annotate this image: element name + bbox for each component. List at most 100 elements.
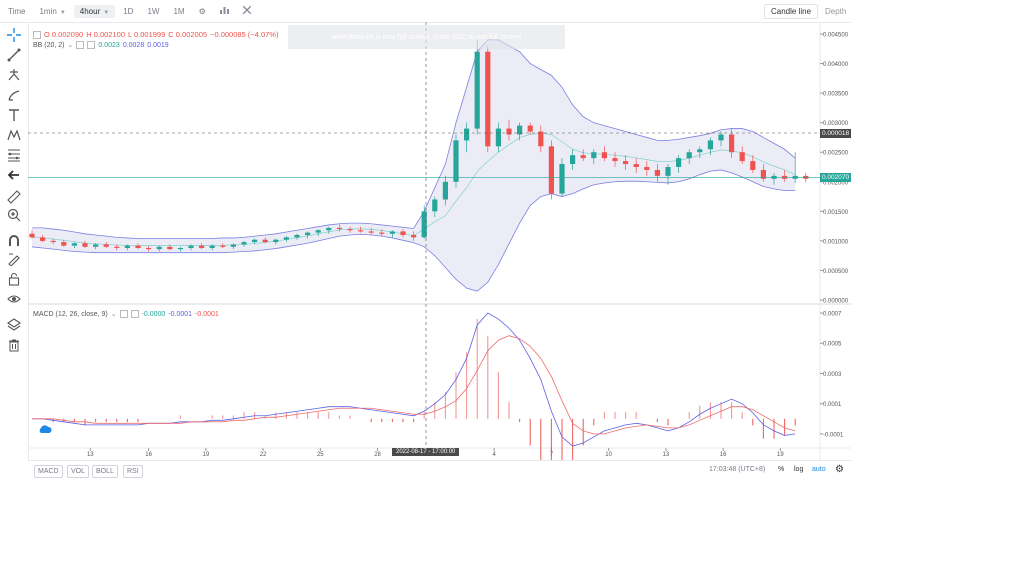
close-icon[interactable] [130,310,139,318]
time-axis-label: 10 [605,452,612,458]
bb-value-lower: 0.0019 [147,41,169,49]
indicators-button[interactable] [214,4,235,18]
interval-4hour-button[interactable]: 4hour ▼ [73,4,116,18]
candle-line-button[interactable]: Candle line [764,4,819,19]
candle-body [474,51,480,129]
candle-body [199,245,205,248]
interval-4hour-label: 4hour [79,6,101,16]
ruler-tool[interactable] [5,188,23,206]
time-button[interactable]: Time [8,6,26,16]
trading-app: Time 1min ▼ 4hour ▼ 1D 1W 1M ⚙ Candle line… [0,4,852,481]
chart-canvas[interactable]: 0.004500 0.004000 0.003500 0.003000 0.002500… [28,22,851,460]
candle-body [167,246,173,250]
candle-body [718,134,724,141]
vol-indicator-button[interactable]: VOL [67,465,90,478]
unlock-tool[interactable] [5,270,23,288]
candle-body [538,131,544,147]
layers-icon [7,318,21,331]
interval-1w-button[interactable]: 1W [147,6,160,16]
chart-settings-button[interactable]: ⚙ [835,464,844,475]
brush-tool[interactable] [5,86,23,104]
text-tool[interactable] [5,106,23,124]
ohlc-close: C 0.002005 [168,30,208,39]
candle-body [209,245,215,248]
log-scale-button[interactable]: log [794,466,804,473]
expand-icon [242,5,252,15]
macd-value-signal: -0.0001 [195,310,219,318]
ohlc-change: −0.000085 (−4.07%) [210,30,279,39]
ohlc-legend: O 0.002090 H 0.002100 L 0.001999 C 0.002… [33,30,281,39]
candle-body [103,244,109,247]
percent-scale-button[interactable]: % [778,466,785,473]
price-axis-label: 0.004500 [823,33,849,39]
fork-tool[interactable] [5,66,23,84]
remove-drawings-tool[interactable] [5,336,23,354]
candle-body [411,234,417,238]
interval-1d-button[interactable]: 1D [123,6,134,16]
back-button[interactable] [5,166,23,184]
depth-button[interactable]: Depth [825,7,847,16]
bb-value-upper: 0.0028 [122,41,145,49]
chevron-down-icon[interactable]: ⌄ [67,42,74,49]
macd-axis-label: -0.0001 [823,432,844,438]
lock-drawing-tool[interactable] [5,250,23,268]
candle-body [61,242,67,246]
auto-scale-button[interactable]: auto [812,466,826,473]
time-axis-label: 4 [492,452,496,458]
trend-line-tool[interactable] [5,46,23,64]
last-price-tag: 0.002070 [820,173,852,182]
candle-body [40,237,46,241]
macd-line [32,312,796,447]
macd-indicator-button[interactable]: MACD [34,465,63,478]
time-axis-label: 22 [260,452,267,458]
fullscreen-banner: www.Bank.bit is now full screen, press E… [288,25,565,49]
fib-tool[interactable] [5,146,23,164]
time-axis-label: 16 [720,452,727,458]
chevron-down-icon[interactable]: ⌄ [110,311,117,318]
boll-indicator-button[interactable]: BOLL [92,465,118,478]
gear-icon: ⚙ [198,6,206,16]
eye-icon [7,295,21,303]
candle-body [177,247,183,250]
candle-body [82,243,88,247]
eye-toggle-icon[interactable] [119,310,128,318]
magnet-tool[interactable] [5,232,23,250]
bb-upper-line [32,39,796,239]
close-icon[interactable] [87,41,96,49]
crosshair-tool[interactable] [5,26,23,44]
candle-body [654,169,660,176]
candle-body [506,128,512,135]
candle-body [389,231,395,234]
collapse-icon[interactable] [33,30,41,39]
price-axis-label: 0.002000 [823,180,849,186]
candle-body [347,229,353,231]
layers-tool[interactable] [5,316,23,334]
interval-1m-button[interactable]: 1M [173,6,185,16]
rsi-indicator-button[interactable]: RSI [123,465,143,478]
price-axis-label: 0.002500 [823,151,849,157]
back-arrow-icon [7,170,19,180]
candle-body [633,164,639,167]
candle-body [517,125,523,135]
ruler-icon [7,190,21,204]
bottom-bar: MACD VOL BOLL RSI 17:03:48 (UTC+8) % log… [28,460,851,481]
macd-legend: MACD (12, 26, close, 9) ⌄ -0.0000 -0.000… [33,310,222,318]
candle-body [464,128,470,141]
candle-body [453,140,459,182]
zoom-in-tool[interactable] [5,206,23,224]
settings-button[interactable]: ⚙ [193,5,212,18]
visibility-tool[interactable] [5,290,23,308]
candle-body [739,152,745,162]
eye-toggle-icon[interactable] [76,41,85,49]
fib-icon [8,149,20,162]
drawing-toolbar [0,22,29,460]
candle-body [442,181,448,200]
fullscreen-button[interactable] [237,4,257,18]
price-axis-label: 0.003000 [823,121,849,127]
candle-body [50,240,56,243]
interval-dropdown[interactable]: 1min ▼ [33,5,71,18]
crosshair-time-tag: 2022-08-17 - 17:00:00 [392,448,460,456]
pattern-tool[interactable] [5,126,23,144]
time-axis-label: 13 [663,452,670,458]
time-axis-label: 19 [777,452,784,458]
